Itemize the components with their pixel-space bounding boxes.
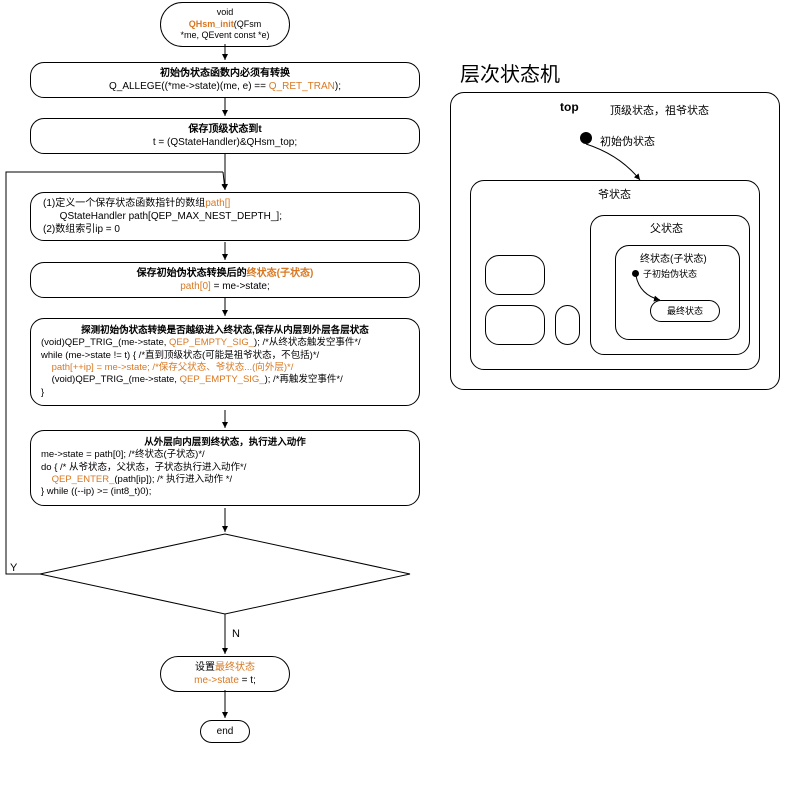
flow-n6: 从外层向内层到终状态，执行进入动作 me->state = path[0]; /… [30, 430, 420, 506]
end-label: end [217, 726, 234, 737]
hsm-heading: 层次状态机 [460, 58, 560, 87]
n4-tb: 终状态(子状态) [247, 268, 314, 279]
n7-ta: 设置 [195, 662, 215, 673]
dec-l2c: ) == [240, 580, 260, 591]
flow-decision-text: 终状态有子初始伪状态? t = path[0]; /*子状态设置为新顶级状态*/… [88, 555, 362, 592]
start-l3: *me, QEvent const *e) [180, 30, 269, 40]
n6-l1: me->state = path[0]; /*终状态(子状态)*/ [41, 449, 205, 460]
hsm-top-desc: 顶级状态，祖爷状态 [610, 102, 709, 118]
hsm-child-label: 终状态(子状态) [640, 250, 707, 265]
n4-ta: 保存初始伪状态转换后的 [137, 268, 247, 279]
n5-title: 探测初始伪状态转换是否越级进入终状态,保存从内层到外层各层状态 [41, 325, 409, 337]
n1-cc: ); [335, 81, 341, 92]
dec-l2e: ? [322, 580, 327, 591]
hsm-init-dot [580, 132, 592, 144]
n6-l3b: (path[ip]); /* 执行进入动作 */ [114, 474, 232, 485]
dec-title: 终状态有子初始伪状态? [175, 555, 276, 566]
n1-cb: Q_RET_TRAN [269, 81, 335, 92]
dec-l1: t = path[0]; /*子状态设置为新顶级状态*/ [143, 567, 308, 578]
hsm-placeholder-2 [485, 305, 545, 345]
n5-l1b: QEP_EMPTY_SIG_ [169, 337, 254, 348]
flow-n1: 初始伪状态函数内必须有转换 Q_ALLEGE((*me->state)(me, … [30, 62, 420, 98]
edge-label-y: Y [10, 562, 17, 574]
n3-l1b: path[] [205, 198, 230, 209]
hsm-child-init-dot [632, 270, 639, 277]
hsm-placeholder-3 [555, 305, 580, 345]
n5-l5: } [41, 387, 44, 398]
n4-cb: = me->state; [211, 281, 270, 292]
n1-ca: Q_ALLEGE((*me->state)(me, e) == [109, 81, 269, 92]
n3-l3: (2)数组索引ip = 0 [43, 224, 120, 235]
edge-label-n: N [232, 628, 240, 640]
start-l1: void [217, 7, 234, 17]
n2-title: 保存顶级状态到t [188, 124, 261, 135]
start-l2a: QHsm_init [189, 19, 234, 29]
n3-l2: QStateHandler path[QEP_MAX_NEST_DEPTH_]; [60, 211, 282, 222]
flow-n3: (1)定义一个保存状态函数指针的数组path[] QStateHandler p… [30, 192, 420, 241]
n5-l3: path[++ip] = me->state; /*保存父状态、爷状态...(向… [52, 362, 294, 373]
n6-l3a: QEP_ENTER_ [52, 474, 115, 485]
dec-l2b: Q_INIT_SIG [187, 580, 239, 591]
n7-tb: 最终状态 [215, 662, 255, 673]
n7-cb: = t; [239, 675, 256, 686]
start-l2b: (QFsm [234, 19, 262, 29]
flow-n4: 保存初始伪状态转换后的终状态(子状态) path[0] = me->state; [30, 262, 420, 298]
hsm-top-label: top [560, 100, 579, 114]
n5-l4b: QEP_EMPTY_SIG_ [180, 374, 265, 385]
flow-n7: 设置最终状态 me->state = t; [160, 656, 290, 692]
n6-title: 从外层向内层到终状态，执行进入动作 [41, 437, 409, 449]
n5-l4a: (void)QEP_TRIG_(me->state, [52, 374, 180, 385]
n5-l1a: (void)QEP_TRIG_(me->state, [41, 337, 169, 348]
n5-l4c: ); /*再触发空事件*/ [265, 374, 343, 385]
hsm-parent-label: 父状态 [650, 220, 683, 236]
flow-n2: 保存顶级状态到t t = (QStateHandler)&QHsm_top; [30, 118, 420, 154]
flow-n5: 探测初始伪状态转换是否越级进入终状态,保存从内层到外层各层状态 (void)QE… [30, 318, 420, 406]
dec-l2d: Q_RET_TRAN [259, 580, 322, 591]
n6-l4: } while ((--ip) >= (int8_t)0); [41, 486, 151, 497]
flow-start: void QHsm_init(QFsm *me, QEvent const *e… [160, 2, 290, 47]
hsm-final-box: 最终状态 [650, 300, 720, 322]
n6-l2: do { /* 从爷状态，父状态，子状态执行进入动作*/ [41, 462, 246, 473]
n1-title: 初始伪状态函数内必须有转换 [160, 68, 290, 79]
hsm-grand-label: 爷状态 [598, 186, 631, 202]
n3-l1a: (1)定义一个保存状态函数指针的数组 [43, 198, 205, 209]
n7-ca: me->state [194, 675, 239, 686]
n4-ca: path[0] [180, 281, 211, 292]
flow-end: end [200, 720, 250, 743]
hsm-init-label: 初始伪状态 [600, 133, 655, 149]
n2-code: t = (QStateHandler)&QHsm_top; [153, 137, 297, 148]
dec-l2a: QEP_TRIG_(t, [123, 580, 187, 591]
n5-l2: while (me->state != t) { /*直到顶级状态(可能是祖爷状… [41, 350, 319, 361]
hsm-child-init-label: 子初始伪状态 [643, 267, 697, 280]
hsm-placeholder-1 [485, 255, 545, 295]
n5-l1c: ); /*从终状态触发空事件*/ [254, 337, 361, 348]
hsm-final-label: 最终状态 [667, 306, 703, 316]
